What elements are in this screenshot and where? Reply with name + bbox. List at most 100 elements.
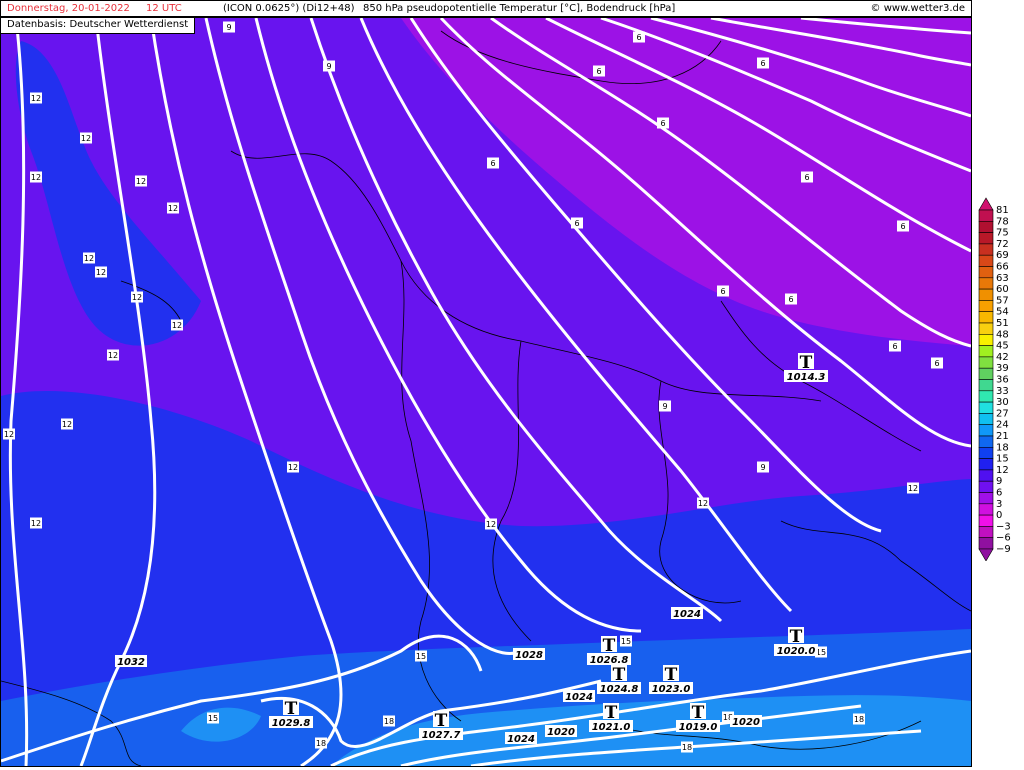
isotherm-line <box>254 17 642 633</box>
isobar-label-text: 1020 <box>547 727 575 738</box>
legend-tick-label: 12 <box>996 465 1009 476</box>
legend-swatch <box>978 458 994 471</box>
center-marker-box <box>283 699 299 715</box>
isotherm-label-text: 12 <box>908 484 918 493</box>
center-value: 1024.8 <box>600 684 639 695</box>
isotherm-label-text: 9 <box>226 23 231 32</box>
legend-swatch <box>978 379 994 392</box>
isotherm-label-text: 18 <box>682 743 692 752</box>
isotherm-lines <box>0 16 972 768</box>
isotherm-label: 6 <box>717 285 729 297</box>
isotherm-label-box <box>487 157 499 169</box>
legend-swatch <box>978 447 994 459</box>
isobar-label: 1024 <box>671 607 703 620</box>
isotherm-label-box <box>853 713 865 725</box>
center-type: T <box>665 665 678 685</box>
isotherm-label: 12 <box>3 428 15 440</box>
legend-swatch <box>978 288 994 301</box>
isobar-label: 1024 <box>505 732 537 745</box>
center-value: 1019.0 <box>679 722 718 733</box>
isobar-label: 1032 <box>115 655 147 668</box>
border-line <box>440 30 722 84</box>
data-source: Datenbasis: Deutscher Wetterdienst <box>0 17 196 34</box>
country-borders <box>0 30 972 767</box>
isotherm-label-text: 12 <box>172 321 182 330</box>
legend-tick-label: 72 <box>996 239 1009 250</box>
isotherm-label-text: 12 <box>4 430 14 439</box>
map-header: Donnerstag, 20-01-2022 12 UTC (ICON 0.06… <box>0 0 972 17</box>
legend-tick-label: 0 <box>996 510 1002 521</box>
center-value-box <box>784 370 828 382</box>
legend-swatch <box>978 356 994 369</box>
isobar-label-text: 1028 <box>515 650 543 661</box>
region-theta-6 <box>401 18 971 346</box>
isobar-label-text: 1020 <box>732 717 760 728</box>
legend-arrow-top <box>978 197 994 211</box>
isotherm-label-text: 18 <box>316 739 326 748</box>
isobar-label: 1024 <box>563 690 595 703</box>
center-marker-box <box>601 636 617 652</box>
isotherm-label: 12 <box>697 497 709 509</box>
isobar-label-box <box>115 655 147 667</box>
isotherm-label: 12 <box>171 319 183 331</box>
isotherm-label-text: 6 <box>720 287 725 296</box>
center-value-box <box>649 682 693 694</box>
isotherm-label-box <box>167 202 179 214</box>
center-value-box <box>676 720 720 732</box>
legend-tick-label: 3 <box>996 499 1002 510</box>
isotherm-line <box>0 634 483 763</box>
legend-swatch <box>978 322 994 335</box>
border-line <box>0 680 142 767</box>
legend-swatch <box>978 514 994 527</box>
isotherm-label-text: 6 <box>596 67 601 76</box>
legend-tick-label: 75 <box>996 228 1009 239</box>
isobar-label-box <box>513 648 545 660</box>
legend-tick-label: 63 <box>996 273 1009 284</box>
center-type: T <box>800 353 813 373</box>
legend-tick-label: 48 <box>996 329 1009 340</box>
isobar-label-box <box>671 607 703 619</box>
isotherm-label: 15 <box>815 646 827 658</box>
center-type: T <box>613 665 626 685</box>
isotherm-label: 9 <box>223 21 235 33</box>
legend-swatch <box>978 526 994 538</box>
isotherm-label-box <box>415 650 427 662</box>
legend-swatch <box>978 243 994 256</box>
center-value: 1027.7 <box>422 730 461 741</box>
legend-tick-label: 51 <box>996 318 1009 329</box>
isobar-label-text: 1032 <box>117 657 145 668</box>
isobar-label-box <box>505 732 537 744</box>
isotherm-line <box>149 17 343 768</box>
isotherm-label: 6 <box>593 65 605 77</box>
legend-tick-label: 57 <box>996 295 1009 306</box>
isobar-label: 1020 <box>545 725 577 738</box>
isotherm-line <box>545 16 972 253</box>
center-marker-box <box>663 665 679 681</box>
isotherm-label: 12 <box>107 349 119 361</box>
isotherm-label-box <box>30 92 42 104</box>
legend-tick-label: 54 <box>996 307 1009 318</box>
isotherm-label-box <box>571 217 583 229</box>
isotherm-label-box <box>757 461 769 473</box>
isotherm-line <box>409 17 882 533</box>
center-value-box <box>774 644 818 656</box>
isotherm-line <box>710 16 972 67</box>
center-value: 1026.8 <box>590 655 629 666</box>
isotherm-label: 12 <box>135 175 147 187</box>
isotherm-label-text: 12 <box>486 520 496 529</box>
isotherm-label: 6 <box>487 157 499 169</box>
legend-swatch <box>978 345 994 358</box>
isotherm-line <box>650 16 972 118</box>
isotherm-label: 6 <box>931 357 943 369</box>
isotherm-label-text: 12 <box>96 268 106 277</box>
isotherm-line <box>8 17 29 767</box>
isotherm-label-box <box>907 482 919 494</box>
isotherm-label-box <box>61 418 73 430</box>
isotherm-label: 15 <box>415 650 427 662</box>
isotherm-label-text: 6 <box>574 219 579 228</box>
isotherm-label-box <box>171 319 183 331</box>
isotherm-label: 6 <box>657 117 669 129</box>
